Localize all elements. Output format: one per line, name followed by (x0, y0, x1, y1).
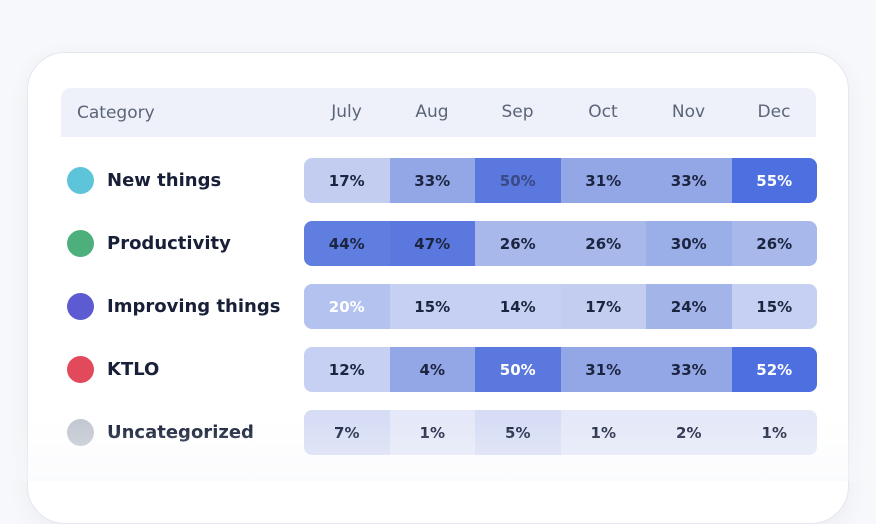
ktlo-label: KTLO (107, 359, 160, 380)
cell-uncategorized-aug: 1% (389, 410, 475, 455)
ktlo-color-dot (67, 356, 94, 383)
ktlo-row: 12% 4% 50% 31% 33% 52% (304, 347, 817, 392)
uncategorized-color-dot (67, 419, 94, 446)
cell-uncategorized-dec: 1% (731, 410, 817, 455)
column-header-sep: Sep (501, 102, 534, 122)
uncategorized-label: Uncategorized (107, 422, 254, 443)
cell-improving-things-july: 20% (304, 284, 390, 329)
improving-things-label: Improving things (107, 296, 281, 317)
cell-improving-things-aug: 15% (389, 284, 475, 329)
cell-new-things-dec: 55% (731, 158, 817, 203)
column-header-category: Category (77, 103, 155, 123)
cell-ktlo-oct: 31% (560, 347, 646, 392)
cell-new-things-sep: 50% (475, 158, 561, 203)
cell-uncategorized-sep: 5% (475, 410, 561, 455)
cell-uncategorized-july: 7% (304, 410, 390, 455)
column-header-dec: Dec (757, 102, 791, 122)
cell-productivity-oct: 26% (560, 221, 646, 266)
cell-new-things-oct: 31% (560, 158, 646, 203)
productivity-color-dot (67, 230, 94, 257)
improving-things-color-dot (67, 293, 94, 320)
cell-improving-things-dec: 15% (731, 284, 817, 329)
column-header-aug: Aug (415, 102, 449, 122)
cell-ktlo-nov: 33% (646, 347, 732, 392)
column-header-july: July (331, 102, 362, 122)
new-things-color-dot (67, 167, 94, 194)
productivity-label: Productivity (107, 233, 231, 254)
cell-uncategorized-oct: 1% (560, 410, 646, 455)
cell-productivity-dec: 26% (731, 221, 817, 266)
new-things-row: 17% 33% 50% 31% 33% 55% (304, 158, 817, 203)
productivity-row: 44% 47% 26% 26% 30% 26% (304, 221, 817, 266)
cell-new-things-aug: 33% (389, 158, 475, 203)
improving-things-row: 20% 15% 14% 17% 24% 15% (304, 284, 817, 329)
cell-productivity-july: 44% (304, 221, 390, 266)
column-header-nov: Nov (671, 102, 706, 122)
uncategorized-row: 7% 1% 5% 1% 2% 1% (304, 410, 817, 455)
cell-uncategorized-nov: 2% (646, 410, 732, 455)
table-header (61, 88, 816, 137)
cell-improving-things-nov: 24% (646, 284, 732, 329)
cell-productivity-aug: 47% (389, 221, 475, 266)
cell-productivity-nov: 30% (646, 221, 732, 266)
cell-new-things-july: 17% (304, 158, 390, 203)
cell-ktlo-aug: 4% (389, 347, 475, 392)
new-things-label: New things (107, 170, 222, 191)
cell-improving-things-oct: 17% (560, 284, 646, 329)
cell-improving-things-sep: 14% (475, 284, 561, 329)
cell-ktlo-july: 12% (304, 347, 390, 392)
cell-ktlo-sep: 50% (475, 347, 561, 392)
column-header-oct: Oct (588, 102, 618, 122)
cell-productivity-sep: 26% (475, 221, 561, 266)
cell-new-things-nov: 33% (646, 158, 732, 203)
cell-ktlo-dec: 52% (731, 347, 817, 392)
